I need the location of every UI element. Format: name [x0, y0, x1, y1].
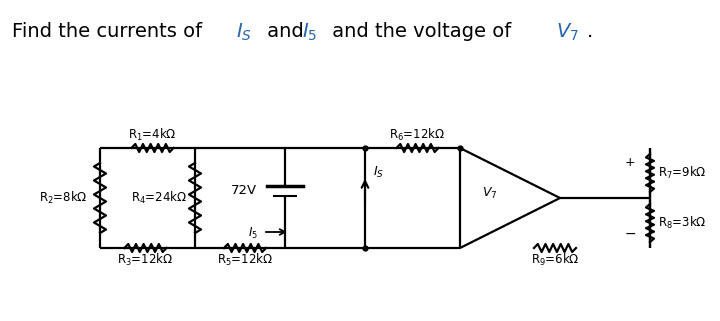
Text: +: + — [625, 155, 635, 169]
Text: $V_7$: $V_7$ — [482, 186, 498, 201]
Text: R$_9$=6k$\Omega$: R$_9$=6k$\Omega$ — [531, 252, 580, 268]
Text: −: − — [624, 227, 636, 241]
Text: R$_8$=3k$\Omega$: R$_8$=3k$\Omega$ — [658, 215, 706, 231]
Text: $I_5$: $I_5$ — [302, 22, 318, 43]
Text: R$_3$=12k$\Omega$: R$_3$=12k$\Omega$ — [117, 252, 174, 268]
Text: $I_S$: $I_S$ — [236, 22, 252, 43]
Text: 72V: 72V — [231, 185, 257, 197]
Text: $I_5$: $I_5$ — [248, 225, 258, 240]
Text: $V_7$: $V_7$ — [556, 22, 579, 43]
Text: and: and — [261, 22, 310, 41]
Text: Find the currents of: Find the currents of — [12, 22, 208, 41]
Text: R$_7$=9k$\Omega$: R$_7$=9k$\Omega$ — [658, 165, 706, 181]
Text: and the voltage of: and the voltage of — [326, 22, 518, 41]
Text: R$_1$=4k$\Omega$: R$_1$=4k$\Omega$ — [128, 127, 177, 143]
Text: $I_S$: $I_S$ — [373, 164, 384, 179]
Text: R$_5$=12k$\Omega$: R$_5$=12k$\Omega$ — [217, 252, 273, 268]
Text: R$_4$=24k$\Omega$: R$_4$=24k$\Omega$ — [131, 190, 187, 206]
Text: R$_2$=8k$\Omega$: R$_2$=8k$\Omega$ — [40, 190, 88, 206]
Text: R$_6$=12k$\Omega$: R$_6$=12k$\Omega$ — [390, 127, 446, 143]
Text: .: . — [587, 22, 593, 41]
